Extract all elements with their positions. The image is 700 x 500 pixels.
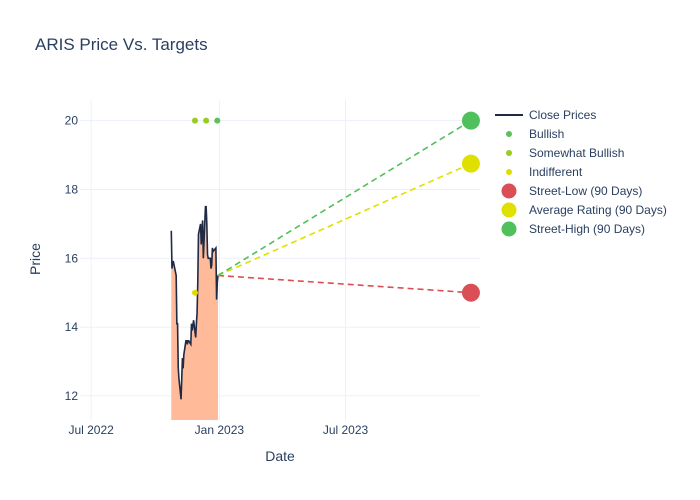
legend-swatch-dot [506,131,512,137]
y-axis-title: Price [27,243,43,275]
y-tick-label: 16 [65,251,79,265]
target-marker [461,154,480,173]
target-line [217,119,472,277]
legend-swatch-dot [506,169,512,175]
rating-marker [214,117,221,124]
x-tick-label: Jan 2023 [195,423,245,437]
legend-label: Indifferent [529,165,583,179]
legend-label: Close Prices [529,108,596,122]
chart-title: ARIS Price Vs. Targets [35,35,208,54]
legend-label: Average Rating (90 Days) [529,203,667,217]
legend-label: Bullish [529,127,564,141]
y-tick-label: 18 [65,182,79,196]
close-price-line [170,205,219,400]
x-tick-label: Jul 2022 [68,423,114,437]
legend-label: Somewhat Bullish [529,146,624,160]
y-tick-label: 12 [65,389,79,403]
x-tick-label: Jul 2023 [323,423,369,437]
rating-marker [191,289,198,296]
legend-swatch-marker [501,221,517,237]
line-layer [170,119,472,400]
target-marker [461,283,480,302]
legend: Close Prices Bullish Somewhat Bullish Indif… [495,108,667,237]
target-marker [461,111,480,130]
legend-swatch-dot [506,150,512,156]
legend-swatch-marker [501,202,517,218]
rating-marker [203,117,210,124]
legend-swatch-marker [501,183,517,199]
fill-layer [171,206,218,420]
close-price-area [171,206,218,420]
y-tick-label: 20 [65,114,79,128]
target-line [217,162,472,277]
target-line [217,274,471,294]
grid-layer [80,100,480,420]
legend-label: Street-High (90 Days) [529,222,645,236]
legend-label: Street-Low (90 Days) [529,184,642,198]
y-tick-label: 14 [65,320,79,334]
x-axis-title: Date [265,448,295,464]
marker-layer [191,111,480,302]
rating-marker [191,117,198,124]
tick-layer: 12 14 16 18 20 Jul 2022 Jan 2023 Jul 2023 [65,114,369,437]
